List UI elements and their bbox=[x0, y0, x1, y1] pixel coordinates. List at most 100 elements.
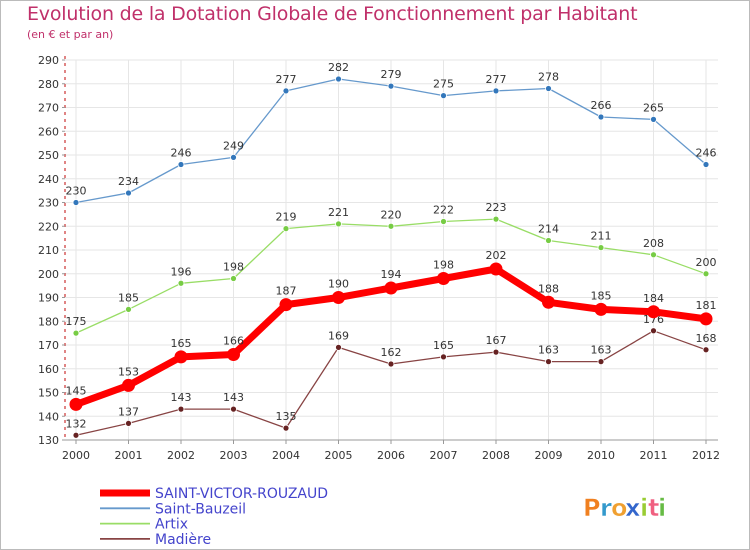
data-label: 198 bbox=[223, 261, 244, 274]
x-tick-label: 2008 bbox=[482, 449, 510, 462]
data-label: 249 bbox=[223, 139, 244, 152]
y-tick-label: 240 bbox=[38, 173, 59, 186]
data-point bbox=[230, 275, 237, 282]
brand-logo-letter: i bbox=[640, 494, 648, 522]
data-label: 234 bbox=[118, 175, 139, 188]
data-point bbox=[440, 92, 447, 100]
data-point bbox=[282, 225, 290, 233]
data-point bbox=[69, 397, 83, 411]
legend-label: Artix bbox=[155, 517, 188, 533]
data-label: 202 bbox=[486, 249, 507, 262]
y-tick-label: 260 bbox=[38, 125, 59, 138]
data-label: 211 bbox=[591, 230, 612, 243]
data-point bbox=[227, 348, 240, 361]
data-point bbox=[125, 189, 132, 197]
data-point bbox=[650, 115, 657, 123]
data-label: 175 bbox=[66, 315, 87, 328]
x-tick-label: 2000 bbox=[62, 449, 90, 462]
data-point bbox=[597, 244, 605, 252]
data-label: 265 bbox=[643, 101, 664, 114]
data-label: 220 bbox=[381, 208, 402, 221]
brand-logo-letter: t bbox=[648, 494, 659, 522]
data-label: 222 bbox=[433, 204, 454, 217]
data-label: 196 bbox=[171, 265, 192, 278]
data-point bbox=[492, 215, 500, 223]
data-point bbox=[72, 431, 80, 439]
y-tick-label: 220 bbox=[38, 220, 59, 233]
data-label: 137 bbox=[118, 405, 139, 418]
data-label: 168 bbox=[696, 332, 717, 345]
data-point bbox=[492, 348, 500, 356]
y-tick-label: 290 bbox=[38, 54, 59, 67]
data-point bbox=[332, 291, 345, 304]
data-point bbox=[440, 218, 447, 225]
brand-logo-letter: o bbox=[611, 494, 628, 522]
data-point bbox=[545, 85, 552, 92]
data-label: 185 bbox=[118, 291, 139, 304]
data-point bbox=[230, 153, 237, 161]
data-point bbox=[387, 222, 395, 230]
data-label: 166 bbox=[223, 335, 244, 348]
data-label: 162 bbox=[381, 346, 402, 359]
data-point bbox=[72, 199, 80, 206]
data-point bbox=[174, 350, 188, 364]
data-label: 246 bbox=[696, 147, 717, 160]
data-label: 143 bbox=[171, 391, 192, 404]
data-label: 169 bbox=[328, 329, 349, 342]
data-point bbox=[177, 405, 185, 413]
brand-logo-letter: x bbox=[625, 494, 641, 522]
data-label: 277 bbox=[276, 73, 297, 86]
data-label: 246 bbox=[171, 147, 192, 160]
x-tick-label: 2001 bbox=[115, 449, 143, 462]
data-label: 167 bbox=[486, 334, 507, 347]
data-point bbox=[542, 295, 555, 309]
data-label: 277 bbox=[486, 73, 507, 86]
data-label: 223 bbox=[486, 201, 507, 214]
data-point bbox=[594, 302, 608, 316]
data-point bbox=[650, 327, 657, 335]
data-label: 181 bbox=[696, 299, 717, 312]
y-tick-label: 180 bbox=[38, 315, 59, 328]
data-point bbox=[282, 87, 290, 95]
y-tick-label: 170 bbox=[38, 339, 59, 352]
x-tick-label: 2012 bbox=[692, 449, 720, 462]
data-label: 200 bbox=[696, 256, 717, 269]
data-label: 266 bbox=[591, 99, 612, 112]
x-tick-label: 2011 bbox=[640, 449, 668, 462]
legend-label: SAINT-VICTOR-ROUZAUD bbox=[155, 486, 328, 502]
data-label: 184 bbox=[643, 292, 664, 305]
data-label: 279 bbox=[381, 68, 402, 81]
data-label: 185 bbox=[591, 289, 612, 302]
x-tick-label: 2003 bbox=[220, 449, 248, 462]
data-label: 188 bbox=[538, 282, 559, 295]
x-tick-label: 2002 bbox=[167, 449, 195, 462]
data-point bbox=[647, 305, 660, 319]
data-label: 230 bbox=[66, 185, 87, 198]
legend-label: Saint-Bauzeil bbox=[155, 501, 246, 517]
data-point bbox=[335, 220, 342, 228]
data-point bbox=[384, 281, 398, 295]
data-label: 163 bbox=[591, 344, 612, 357]
data-label: 187 bbox=[276, 285, 297, 298]
data-label: 219 bbox=[276, 211, 297, 224]
y-tick-label: 280 bbox=[38, 78, 59, 91]
x-tick-label: 2004 bbox=[272, 449, 300, 462]
x-tick-label: 2010 bbox=[587, 449, 615, 462]
data-point bbox=[492, 87, 500, 95]
data-point bbox=[125, 419, 132, 427]
data-point bbox=[437, 272, 450, 285]
data-label: 165 bbox=[171, 337, 192, 350]
y-tick-label: 160 bbox=[38, 363, 59, 376]
data-label: 221 bbox=[328, 206, 349, 219]
chart-title: Evolution de la Dotation Globale de Fonc… bbox=[27, 3, 638, 25]
data-point bbox=[440, 353, 447, 361]
data-point bbox=[597, 358, 605, 366]
data-label: 143 bbox=[223, 391, 244, 404]
data-point bbox=[282, 424, 290, 432]
brand-logo-letter: r bbox=[600, 494, 612, 522]
data-point bbox=[335, 75, 342, 83]
data-point bbox=[597, 113, 605, 121]
y-tick-label: 210 bbox=[38, 244, 59, 257]
data-point bbox=[489, 262, 503, 276]
